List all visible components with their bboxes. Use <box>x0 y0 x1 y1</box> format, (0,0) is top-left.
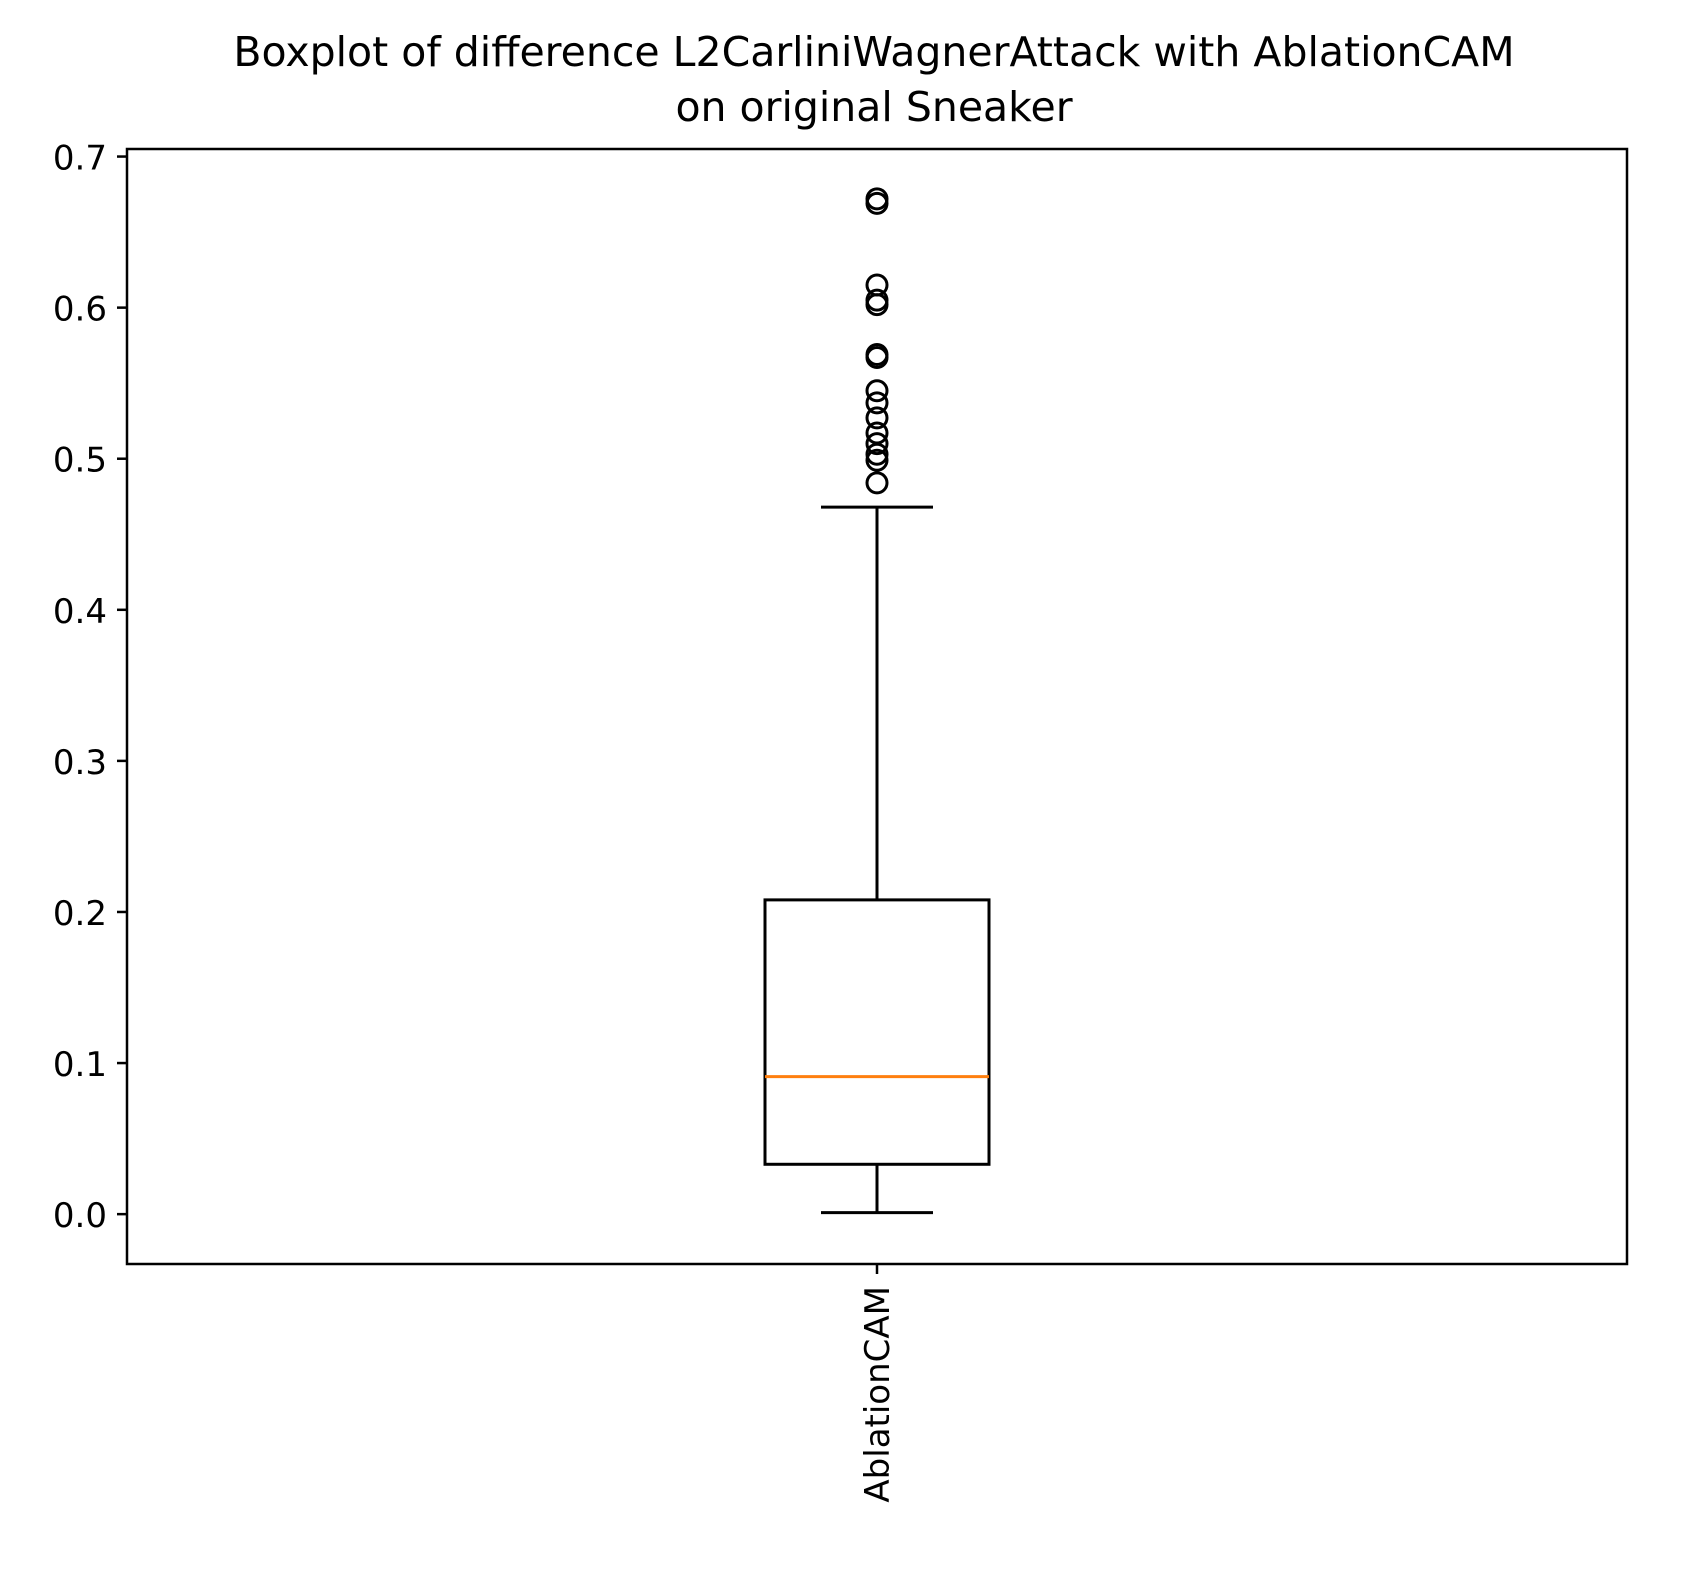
outlier-point <box>865 448 889 472</box>
x-tick-label: AblationCAM <box>858 1286 898 1503</box>
box-group-AblationCAM <box>763 187 991 1215</box>
outlier-point <box>865 288 889 312</box>
y-tick-label: 0.2 <box>53 894 107 934</box>
outlier-point <box>865 273 889 297</box>
y-tick-label: 0.3 <box>53 743 107 783</box>
y-tick-label: 0.5 <box>53 441 107 481</box>
y-tick-label: 0.4 <box>53 592 107 632</box>
outlier-point <box>865 342 889 366</box>
outlier-point <box>865 406 889 430</box>
x-axis: AblationCAM <box>858 1264 898 1503</box>
outlier-point <box>865 432 889 456</box>
outlier-point <box>865 471 889 495</box>
y-axis: 0.0 0.1 0.2 0.3 0.4 0.5 0.6 0.7 <box>53 139 127 1236</box>
outlier-point <box>865 379 889 403</box>
y-tick-label: 0.1 <box>53 1045 107 1085</box>
outlier-point <box>865 391 889 415</box>
y-tick-label: 0.0 <box>53 1196 107 1236</box>
y-tick-label: 0.6 <box>53 290 107 330</box>
chart-title-line-1: Boxplot of difference L2CarliniWagnerAtt… <box>233 28 1514 76</box>
chart-title-line-2: on original Sneaker <box>675 83 1072 131</box>
box-iqr <box>763 898 991 1166</box>
outlier-point <box>865 421 889 445</box>
outlier-point <box>865 187 889 211</box>
y-tick-label: 0.7 <box>53 139 107 179</box>
